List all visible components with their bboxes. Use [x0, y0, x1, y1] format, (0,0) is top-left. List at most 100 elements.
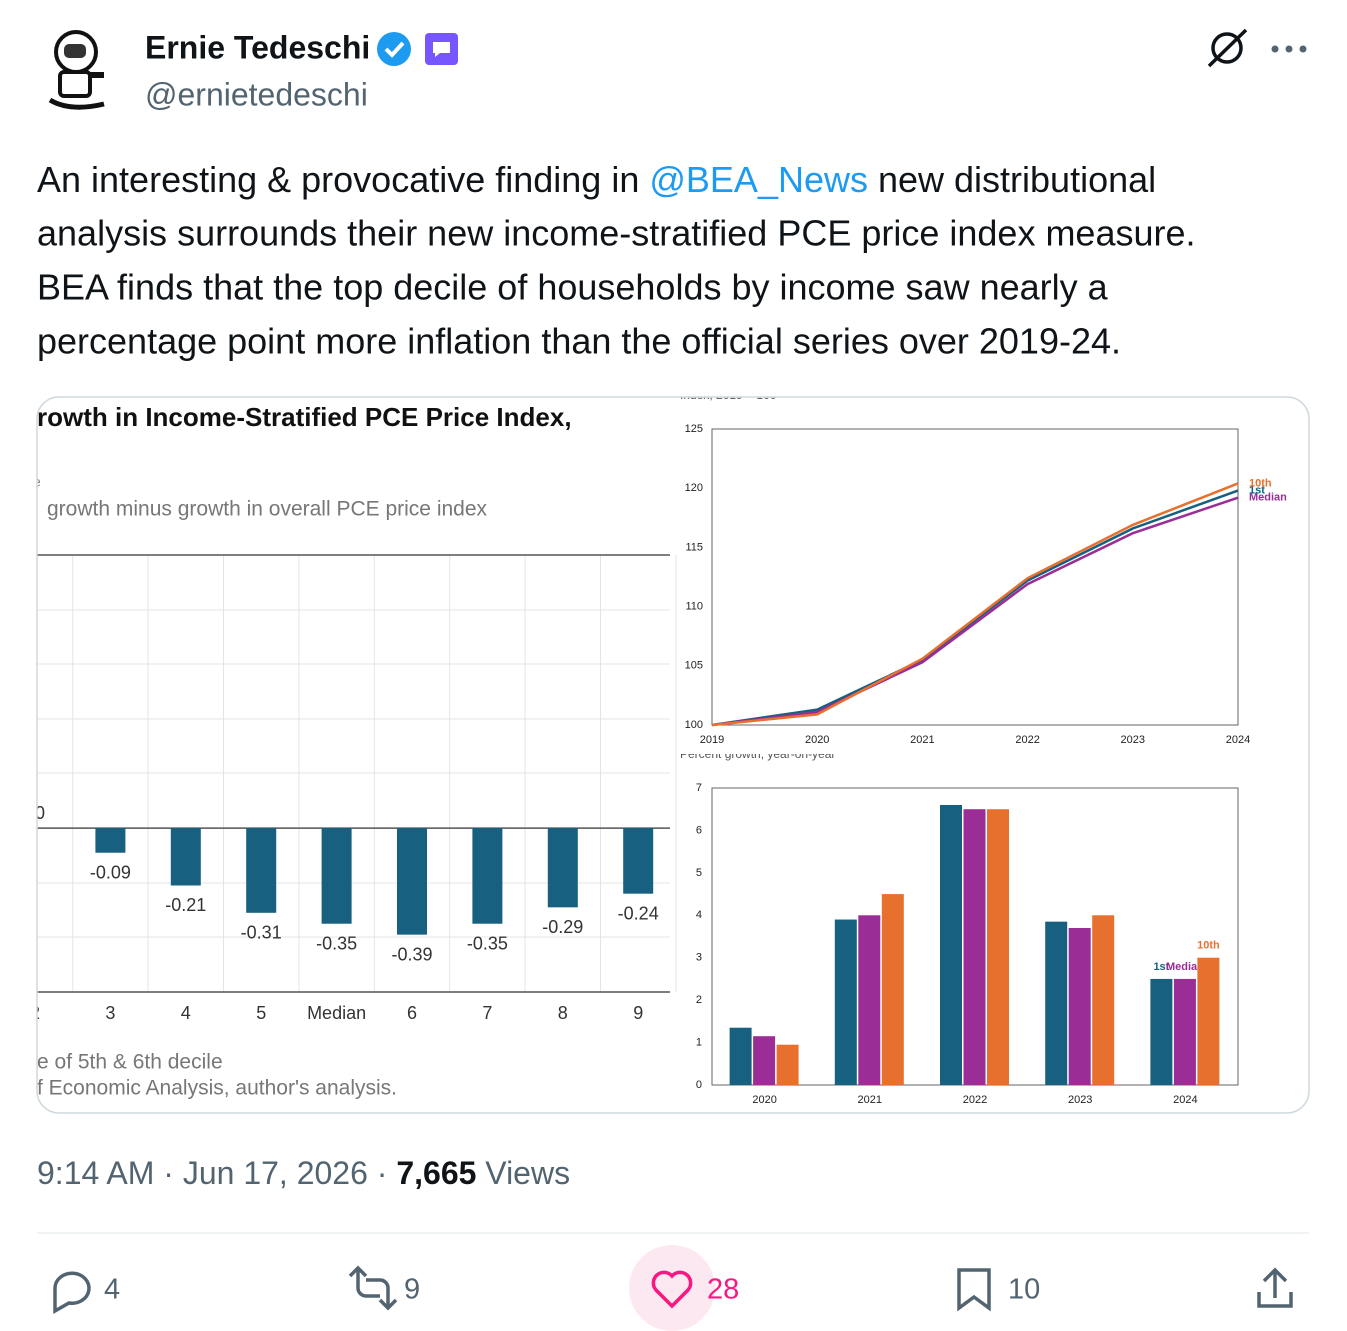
bar — [834, 919, 857, 1085]
x-tick-label: Median — [307, 1003, 366, 1023]
bar — [753, 1036, 776, 1085]
grid — [37, 609, 670, 938]
y-axis-label: Index, 2019 = 100 — [680, 388, 777, 402]
bar — [1045, 921, 1068, 1085]
like-count: 28 — [707, 1274, 739, 1306]
bar — [1197, 957, 1220, 1085]
bar — [963, 809, 986, 1085]
bar — [940, 804, 962, 1085]
y-tick-label: 6 — [696, 824, 702, 836]
media-border — [36, 396, 1310, 1114]
series-label: Median — [1166, 961, 1204, 973]
views-label: Views — [485, 1155, 570, 1191]
chart-note: e of 5th & 6th decile — [37, 1051, 223, 1074]
body-line: percentage point more inflation than the… — [37, 321, 1121, 362]
x-tick-label: 2022 — [1015, 734, 1039, 746]
y-tick-label: 4 — [696, 909, 702, 921]
like-highlight — [629, 1245, 715, 1331]
subscriber-badge — [425, 33, 458, 65]
views-count: 7,665 — [396, 1155, 476, 1191]
y-axis-label: Percent growth, year-on-year — [680, 747, 835, 761]
y-tick-label: 1 — [696, 1036, 702, 1048]
media[interactable]: rowth in Income-Stratified PCE Price Ind… — [25, 388, 1309, 1113]
tweet-body: An interesting & provocative finding in … — [37, 159, 1196, 362]
value-label: -0.09 — [90, 862, 131, 882]
mention-link[interactable]: @BEA_News — [649, 159, 868, 200]
x-tick-label: 2 — [30, 1003, 40, 1023]
bar — [547, 828, 578, 908]
x-tick-label: 9 — [633, 1003, 643, 1023]
timestamp[interactable]: 9:14 AM · Jun 17, 2026 · — [37, 1155, 387, 1191]
body-text: new distributional — [868, 159, 1156, 200]
bar — [729, 1027, 752, 1085]
chart-note: f Economic Analysis, author's analysis. — [37, 1077, 397, 1100]
x-tick-label: 5 — [256, 1003, 266, 1023]
series-label: 10th — [1249, 477, 1272, 489]
y-tick-label: 120 — [685, 482, 703, 494]
x-tick-label: 2023 — [1121, 734, 1145, 746]
series-label: 10th — [1197, 940, 1220, 952]
bar — [1068, 928, 1091, 1085]
y-tick-label: 3 — [696, 952, 702, 964]
value-label: -0.39 — [391, 944, 432, 964]
like-icon[interactable] — [651, 1270, 693, 1309]
bookmark-count: 10 — [1008, 1274, 1040, 1306]
series-line — [711, 482, 1239, 727]
chart-title: rowth in Income-Stratified PCE Price Ind… — [37, 402, 572, 432]
actions: 4 9 28 10 — [53, 1245, 1293, 1331]
value-label: -0.31 — [241, 923, 282, 943]
body-line: An interesting & provocative finding in … — [37, 159, 1156, 200]
y-tick-label: 7 — [696, 782, 702, 794]
y-tick-label: 110 — [685, 601, 703, 613]
y-tick-label: 125 — [685, 423, 703, 435]
bookmark-icon[interactable] — [957, 1268, 991, 1312]
verified-badge — [377, 32, 411, 66]
bar — [1173, 978, 1196, 1085]
share-icon[interactable] — [1257, 1267, 1293, 1308]
value-label: 00 — [25, 803, 45, 823]
y-tick-label: 105 — [685, 660, 703, 672]
x-tick-label: 7 — [482, 1003, 492, 1023]
bar — [881, 894, 904, 1085]
x-tick-label: 2021 — [910, 734, 934, 746]
value-label: -0.35 — [316, 933, 357, 953]
y-tick-label: 5 — [696, 867, 702, 879]
series-label: Median — [1249, 492, 1287, 504]
value-label: -0.21 — [165, 895, 206, 915]
author-name[interactable]: Ernie Tedeschi — [145, 29, 370, 65]
bar — [95, 828, 126, 853]
value-label: -0.29 — [542, 917, 583, 937]
body-line: analysis surrounds their new income-stra… — [37, 213, 1196, 254]
series-label: 1st — [1153, 961, 1169, 973]
value-label: -0.35 — [467, 933, 508, 953]
repost-count: 9 — [404, 1274, 420, 1306]
series-label: 1st — [1249, 484, 1265, 496]
x-tick-label: 6 — [407, 1003, 417, 1023]
body-text: An interesting & provocative finding in — [37, 159, 649, 200]
grok-icon[interactable] — [1207, 28, 1248, 68]
meta: 9:14 AM · Jun 17, 2026 · 7,665 Views — [37, 1155, 570, 1191]
more-icon[interactable] — [1271, 45, 1307, 53]
x-tick-label: 2024 — [1226, 734, 1250, 746]
reply-count: 4 — [104, 1274, 120, 1306]
series-line — [711, 496, 1239, 727]
bar — [321, 828, 352, 924]
bar — [170, 828, 201, 886]
x-tick-label: 8 — [558, 1003, 568, 1023]
bar — [987, 809, 1009, 1085]
bar — [623, 828, 654, 894]
repost-icon[interactable] — [348, 1265, 398, 1311]
bar — [472, 828, 503, 924]
body-line: BEA finds that the top decile of househo… — [37, 267, 1109, 308]
x-tick-label: 2019 — [700, 734, 724, 746]
reply-icon[interactable] — [53, 1271, 91, 1315]
unit-fragment: e — [33, 474, 41, 490]
x-tick-label: 2021 — [858, 1094, 882, 1106]
series-line — [711, 489, 1239, 727]
avatar[interactable] — [37, 29, 123, 115]
bar — [397, 828, 427, 935]
x-tick-label: 2020 — [805, 734, 829, 746]
author-handle[interactable]: @ernietedeschi — [145, 76, 368, 112]
